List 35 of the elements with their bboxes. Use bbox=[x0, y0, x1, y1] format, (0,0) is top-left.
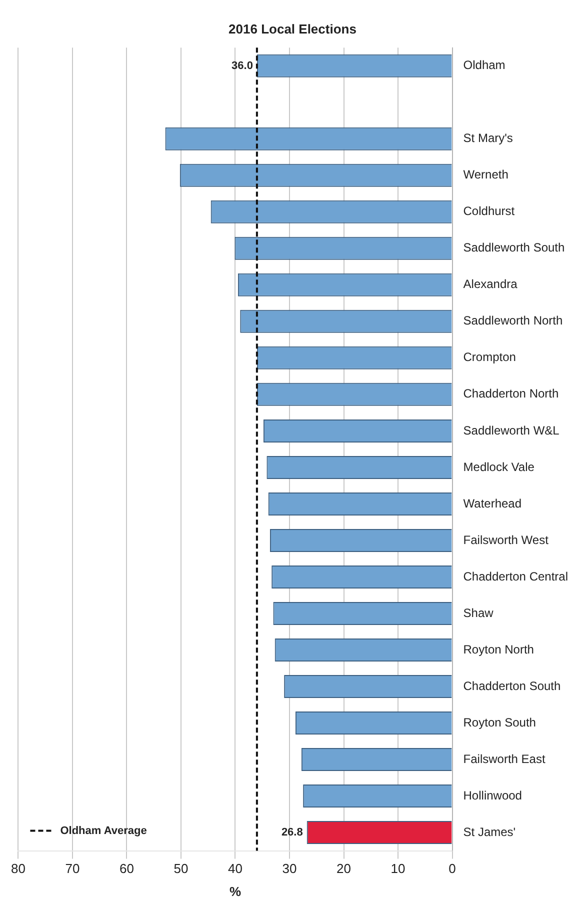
y-tick-label: Chadderton Central bbox=[463, 569, 568, 584]
y-tick-label: Medlock Vale bbox=[463, 460, 535, 474]
x-tick-label: 80 bbox=[10, 861, 26, 876]
y-tick-label: Werneth bbox=[463, 168, 508, 182]
y-tick-label: Oldham bbox=[463, 58, 506, 72]
y-tick-label: St Mary's bbox=[463, 131, 513, 146]
y-tick-label: Crompton bbox=[463, 350, 516, 364]
y-tick-label: Hollinwood bbox=[463, 788, 522, 802]
data-label: 26.8 bbox=[281, 826, 303, 839]
y-tick-label: Coldhurst bbox=[463, 204, 516, 218]
x-tick-label: 0 bbox=[448, 861, 456, 876]
x-axis-title: % bbox=[229, 884, 242, 899]
y-tick-label: Saddleworth North bbox=[463, 314, 563, 328]
x-tick-label: 50 bbox=[174, 861, 188, 876]
y-tick-label: Alexandra bbox=[463, 277, 518, 292]
x-tick-label: 70 bbox=[65, 861, 80, 876]
y-tick-label: Royton North bbox=[463, 642, 534, 656]
data-label: 36.0 bbox=[232, 60, 253, 72]
y-tick-label: Failsworth East bbox=[463, 752, 546, 766]
x-tick-label: 10 bbox=[390, 861, 406, 876]
x-tick-label: 40 bbox=[228, 861, 242, 876]
y-tick-label: Saddleworth South bbox=[463, 240, 565, 255]
x-tick-label: 20 bbox=[336, 861, 351, 876]
y-tick-label: Chadderton North bbox=[463, 386, 559, 401]
y-tick-label: Chadderton South bbox=[463, 678, 561, 693]
chart-title: 2016 Local Elections bbox=[228, 21, 356, 36]
y-tick-label: Waterhead bbox=[463, 496, 522, 510]
y-tick-label: Saddleworth W&L bbox=[463, 423, 560, 438]
y-tick-label: St James' bbox=[463, 824, 516, 839]
y-tick-label: Failsworth West bbox=[463, 532, 550, 547]
y-tick-label: Shaw bbox=[463, 606, 494, 620]
y-tick-label: Royton South bbox=[463, 715, 536, 730]
x-tick-label: 60 bbox=[120, 861, 134, 876]
x-tick-label: 30 bbox=[282, 861, 297, 876]
ref-line-label: Oldham Average bbox=[60, 824, 147, 837]
